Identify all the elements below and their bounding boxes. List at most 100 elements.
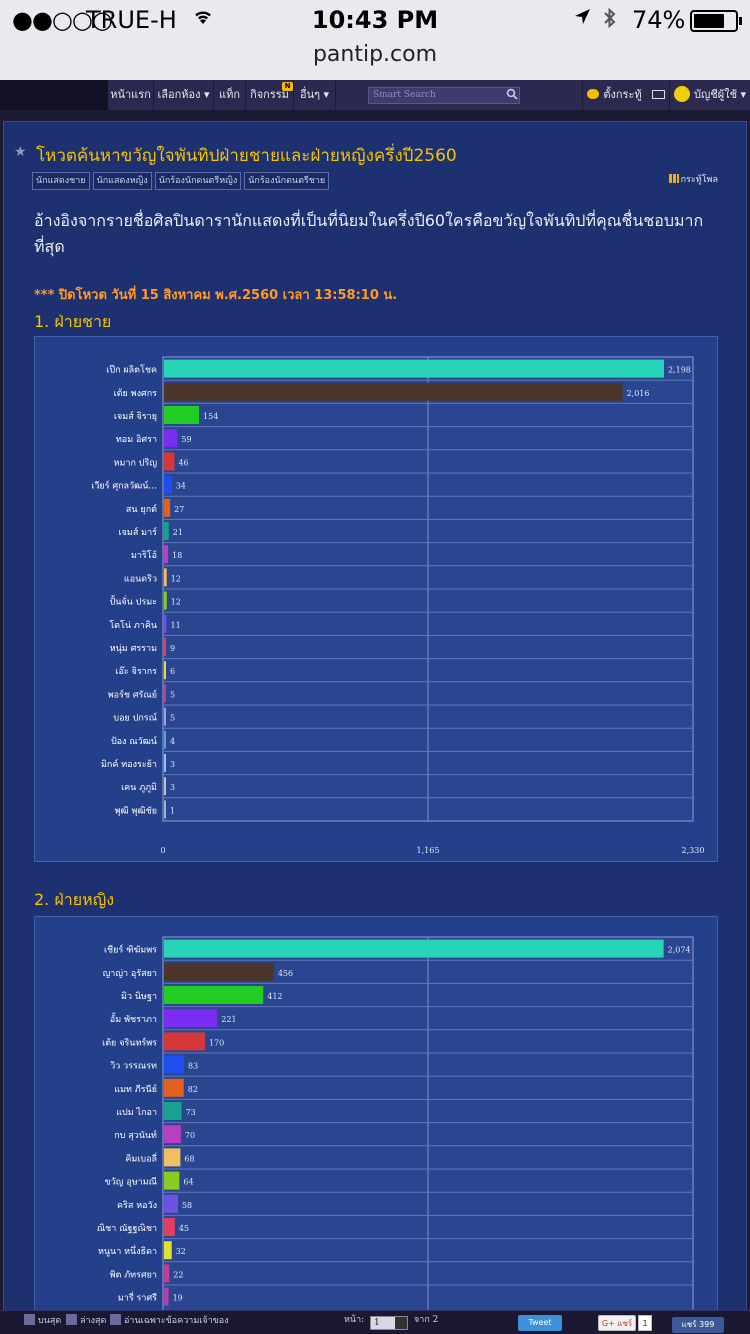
tag[interactable]: นักร้องนักดนตรีหญิง bbox=[154, 172, 242, 190]
poll-closed-note: *** ปิดโหวต วันที่ 15 สิงหาคม พ.ศ.2560 เ… bbox=[34, 288, 398, 303]
bar[interactable] bbox=[164, 498, 171, 517]
bar[interactable] bbox=[164, 452, 175, 471]
nav-tags[interactable]: แท็ก bbox=[214, 80, 246, 110]
search-icon[interactable] bbox=[506, 88, 520, 102]
value-label: 64 bbox=[183, 1178, 193, 1187]
wifi-icon bbox=[192, 6, 214, 34]
value-label: 12 bbox=[171, 598, 181, 607]
bar[interactable] bbox=[164, 475, 172, 494]
value-label: 82 bbox=[188, 1085, 198, 1094]
avatar bbox=[673, 86, 690, 102]
facebook-share-button[interactable]: แชร์ 399 bbox=[672, 1317, 724, 1333]
bar[interactable] bbox=[164, 1148, 181, 1167]
chat-bubble-icon bbox=[587, 89, 600, 99]
page-label: หน้า: bbox=[344, 1315, 365, 1325]
gplus-count: 1 bbox=[638, 1315, 652, 1331]
value-label: 27 bbox=[174, 505, 184, 514]
category-label: เจมส์ มาร์ bbox=[119, 526, 158, 538]
category-label: เป๊ก ผลิตโชค bbox=[106, 365, 157, 376]
bar[interactable] bbox=[164, 568, 167, 587]
category-label: โตโน่ ภาคิน bbox=[109, 620, 157, 631]
category-label: เคน ภูภูมิ bbox=[121, 782, 157, 793]
tick-label: 0 bbox=[160, 846, 165, 855]
bar[interactable] bbox=[164, 754, 166, 772]
value-label: 19 bbox=[173, 1294, 183, 1303]
category-label: มิกค์ ทองระย้า bbox=[101, 758, 157, 770]
owner-only-button[interactable]: อ่านเฉพาะข้อความเจ้าของ bbox=[110, 1314, 229, 1327]
bar[interactable] bbox=[164, 1125, 181, 1144]
tweet-button[interactable]: Tweet bbox=[518, 1315, 562, 1331]
bar[interactable] bbox=[164, 522, 169, 540]
category-label: คิมเบอลี่ bbox=[125, 1151, 157, 1164]
bar[interactable] bbox=[164, 1287, 169, 1306]
bar[interactable] bbox=[164, 1194, 178, 1213]
tag[interactable]: นักร้องนักดนตรีชาย bbox=[244, 172, 330, 190]
star-icon[interactable]: ★ bbox=[14, 144, 27, 160]
female-vote-chart: เชียร์ ฑิฆัมพร 2,074 ญาญ่า อุรัสยา 456 มิว น… bbox=[34, 916, 718, 1316]
battery-icon bbox=[690, 10, 742, 32]
chart-svg: เชียร์ ฑิฆัมพร 2,074 ญาญ่า อุรัสยา 456 มิว น… bbox=[97, 936, 694, 1315]
category-label: แอนดริว bbox=[124, 573, 157, 584]
page-select[interactable]: 1 bbox=[370, 1316, 408, 1330]
nav-more[interactable]: อื่นๆ ▾ bbox=[294, 80, 336, 110]
bar[interactable] bbox=[164, 429, 178, 448]
category-label: สน ยุกต์ bbox=[126, 503, 157, 515]
value-label: 2,016 bbox=[627, 389, 650, 398]
mail-icon[interactable] bbox=[651, 90, 665, 99]
chart-svg: เป๊ก ผลิตโชค 2,198 เต้ย พงศกร 2,016 เจมส์ จิ… bbox=[91, 356, 704, 855]
bar[interactable] bbox=[164, 359, 664, 378]
nav-home[interactable]: หน้าแรก bbox=[108, 80, 154, 110]
category-label: กบ สุวนันท์ bbox=[114, 1129, 157, 1141]
bar[interactable] bbox=[164, 730, 166, 749]
category-label: พิต ภัทรศยา bbox=[110, 1269, 157, 1280]
bar[interactable] bbox=[164, 614, 167, 633]
scroll-top-button[interactable]: บนสุด bbox=[24, 1314, 61, 1327]
bar[interactable] bbox=[164, 1264, 170, 1283]
bar[interactable] bbox=[164, 986, 264, 1004]
bar[interactable] bbox=[164, 1032, 205, 1051]
category-label: ปั้นจั่น ปรมะ bbox=[110, 595, 158, 608]
tag[interactable]: นักแสดงชาย bbox=[32, 172, 90, 190]
value-label: 22 bbox=[173, 1270, 183, 1279]
account-menu[interactable]: บัญชีผู้ใช้ ▾ bbox=[670, 80, 750, 110]
bar[interactable] bbox=[164, 777, 166, 796]
topic-panel: ★ โหวตค้นหาขวัญใจพันทิปฝ่ายชายและฝ่ายหญิ… bbox=[3, 121, 747, 1316]
tag[interactable]: นักแสดงหญิง bbox=[92, 172, 152, 190]
bar[interactable] bbox=[164, 1078, 184, 1097]
bar[interactable] bbox=[164, 661, 166, 680]
category-label: แมท ภีรนีย์ bbox=[114, 1083, 157, 1095]
bar[interactable] bbox=[164, 1009, 218, 1028]
bar[interactable] bbox=[164, 545, 169, 564]
gplus-share-button[interactable]: G+ แชร์ bbox=[598, 1315, 636, 1331]
category-label: ณิชา ณัฐฐณิชา bbox=[97, 1223, 157, 1234]
search-input[interactable]: Smart Search bbox=[368, 87, 520, 104]
bar[interactable] bbox=[164, 406, 200, 424]
nav-activities[interactable]: กิจกรรม bbox=[246, 80, 294, 110]
value-label: 412 bbox=[267, 992, 282, 1001]
create-topic-button[interactable]: ตั้งกระทู้ bbox=[582, 80, 670, 110]
bar[interactable] bbox=[164, 962, 274, 981]
bar[interactable] bbox=[164, 707, 166, 726]
address-bar[interactable]: pantip.com bbox=[312, 42, 438, 67]
bar[interactable] bbox=[164, 1171, 180, 1190]
bar[interactable] bbox=[164, 1218, 175, 1236]
bar[interactable] bbox=[164, 591, 167, 610]
value-label: 170 bbox=[209, 1038, 224, 1047]
bar-chart-icon bbox=[668, 174, 679, 183]
value-label: 5 bbox=[170, 714, 175, 723]
scroll-bottom-button[interactable]: ล่างสุด bbox=[66, 1314, 106, 1327]
bar[interactable] bbox=[164, 638, 167, 656]
poll-topic-link[interactable]: กระทู้โพล bbox=[668, 172, 718, 186]
bar[interactable] bbox=[164, 939, 664, 958]
bar[interactable] bbox=[164, 684, 166, 703]
nav-rooms[interactable]: เลือกห้อง ▾ bbox=[154, 80, 214, 110]
male-vote-chart: เป๊ก ผลิตโชค 2,198 เต้ย พงศกร 2,016 เจมส์ จิ… bbox=[34, 336, 718, 862]
arrow-up-icon bbox=[24, 1314, 35, 1325]
bar[interactable] bbox=[164, 382, 623, 401]
location-arrow-icon bbox=[572, 6, 592, 34]
bar[interactable] bbox=[164, 1102, 182, 1120]
bar[interactable] bbox=[164, 1055, 184, 1074]
bar[interactable] bbox=[164, 1241, 172, 1260]
value-label: 5 bbox=[170, 690, 175, 699]
bar[interactable] bbox=[164, 800, 166, 819]
